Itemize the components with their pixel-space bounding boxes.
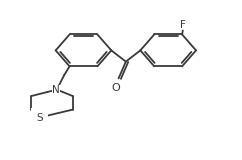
Text: O: O bbox=[112, 83, 121, 93]
Text: S: S bbox=[37, 113, 43, 123]
Text: N: N bbox=[52, 85, 60, 95]
Text: F: F bbox=[180, 20, 186, 30]
